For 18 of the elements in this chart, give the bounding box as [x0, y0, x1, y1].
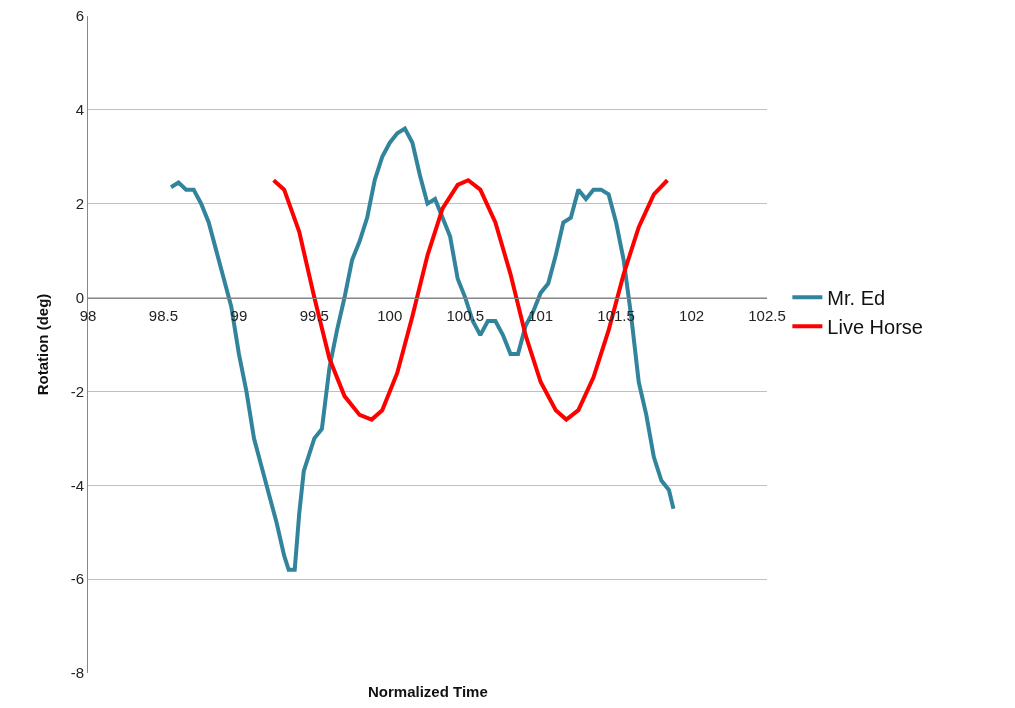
y-tick-label: -6 — [70, 570, 84, 588]
x-tick-label: 98.5 — [148, 306, 179, 324]
y-tick-label: -2 — [70, 382, 84, 400]
x-tick-label: 98 — [79, 306, 97, 324]
y-tick-label: 6 — [75, 7, 84, 25]
y-tick-label: -8 — [70, 664, 84, 682]
legend-label: Mr. Ed — [827, 286, 886, 309]
y-tick-label: -4 — [70, 476, 84, 494]
x-axis-title: Normalized Time — [368, 683, 488, 700]
x-tick-label: 102.5 — [748, 306, 786, 324]
x-tick-label: 100 — [377, 306, 403, 324]
x-tick-label: 102 — [679, 306, 705, 324]
y-tick-label: 2 — [75, 194, 84, 212]
line-series — [271, 178, 670, 422]
y-tick-label: 4 — [75, 101, 84, 119]
y-axis-title: Rotation (deg) — [33, 293, 51, 396]
y-tick-label: 0 — [75, 288, 84, 306]
legend-label: Live Horse — [827, 315, 923, 338]
